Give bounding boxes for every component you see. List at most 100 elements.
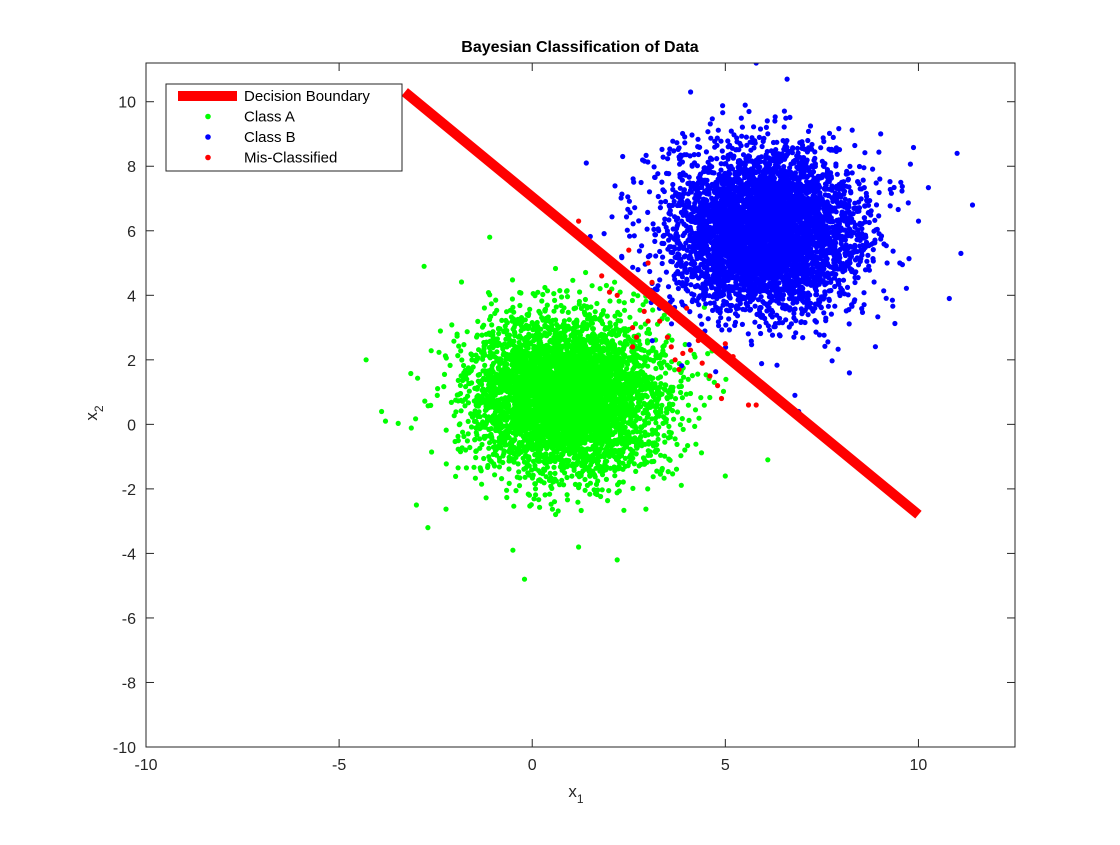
data-point — [499, 476, 505, 482]
data-point — [503, 401, 510, 407]
data-point — [486, 445, 492, 451]
data-point — [576, 298, 583, 305]
data-point — [638, 324, 644, 330]
data-point — [692, 354, 698, 360]
data-point — [522, 381, 528, 387]
data-point — [614, 441, 620, 447]
data-point — [636, 363, 642, 369]
data-point — [481, 390, 487, 396]
data-point — [601, 332, 607, 338]
data-point — [643, 506, 649, 512]
data-point — [481, 305, 487, 311]
data-point — [559, 431, 565, 437]
data-point — [577, 332, 584, 338]
data-point — [436, 349, 442, 355]
data-point — [565, 391, 571, 397]
data-point — [508, 373, 514, 379]
data-point — [571, 435, 577, 441]
data-point — [667, 364, 673, 370]
data-point — [663, 382, 669, 388]
data-point — [462, 403, 468, 409]
data-point — [577, 353, 584, 359]
data-point — [610, 359, 616, 365]
data-point — [480, 368, 486, 374]
data-point — [513, 432, 519, 438]
data-point — [627, 410, 633, 416]
data-point — [614, 376, 620, 382]
data-point — [593, 346, 600, 352]
data-point — [678, 378, 684, 384]
data-point — [466, 388, 472, 394]
data-point — [517, 475, 523, 481]
data-point — [503, 371, 509, 377]
data-point — [692, 423, 698, 429]
data-point — [537, 310, 543, 316]
data-point — [493, 371, 499, 377]
data-point — [656, 389, 662, 395]
data-point — [523, 336, 529, 342]
data-point — [626, 459, 632, 465]
data-point — [637, 415, 643, 422]
data-point — [506, 435, 512, 441]
data-point — [540, 452, 546, 458]
data-point — [509, 318, 515, 324]
data-point — [577, 446, 584, 453]
data-point — [543, 371, 549, 377]
data-point — [513, 374, 519, 380]
data-point — [689, 373, 696, 379]
data-point — [497, 408, 503, 414]
data-point — [597, 358, 604, 364]
data-point — [584, 482, 591, 488]
data-point — [591, 435, 597, 441]
data-point — [477, 436, 483, 442]
data-point — [538, 350, 544, 356]
data-point — [485, 375, 491, 381]
data-point — [569, 373, 575, 379]
data-point — [567, 425, 573, 431]
data-point — [480, 423, 486, 429]
data-point — [510, 396, 516, 402]
data-point — [591, 472, 598, 478]
data-point — [680, 426, 686, 432]
data-point — [661, 475, 667, 481]
data-point — [551, 435, 557, 441]
data-point — [563, 372, 570, 378]
data-point — [472, 437, 478, 443]
data-point — [522, 317, 528, 323]
data-point — [488, 404, 495, 410]
data-point — [669, 386, 675, 392]
data-point — [660, 414, 667, 420]
data-point — [511, 343, 517, 349]
data-point — [532, 486, 539, 492]
data-point — [578, 470, 585, 476]
data-point — [513, 378, 519, 385]
data-point — [650, 474, 656, 480]
data-point — [519, 324, 525, 330]
data-point — [672, 436, 678, 442]
data-point — [624, 395, 631, 402]
data-point — [530, 291, 536, 297]
data-point — [555, 364, 562, 371]
data-point — [607, 394, 613, 400]
data-point — [553, 317, 559, 323]
data-point — [621, 307, 628, 313]
data-point — [615, 309, 621, 315]
data-point — [486, 426, 493, 432]
data-point — [463, 447, 469, 453]
data-point — [455, 465, 461, 471]
data-point — [667, 434, 673, 440]
data-point — [532, 324, 538, 330]
data-point — [537, 404, 544, 410]
data-point — [580, 430, 586, 437]
data-point — [481, 339, 487, 346]
data-point — [526, 472, 533, 478]
data-point — [579, 414, 585, 420]
data-point — [493, 297, 499, 303]
data-point — [601, 398, 607, 404]
data-point — [578, 406, 584, 412]
data-point — [543, 474, 549, 480]
data-point — [506, 454, 512, 460]
data-point — [617, 427, 624, 433]
